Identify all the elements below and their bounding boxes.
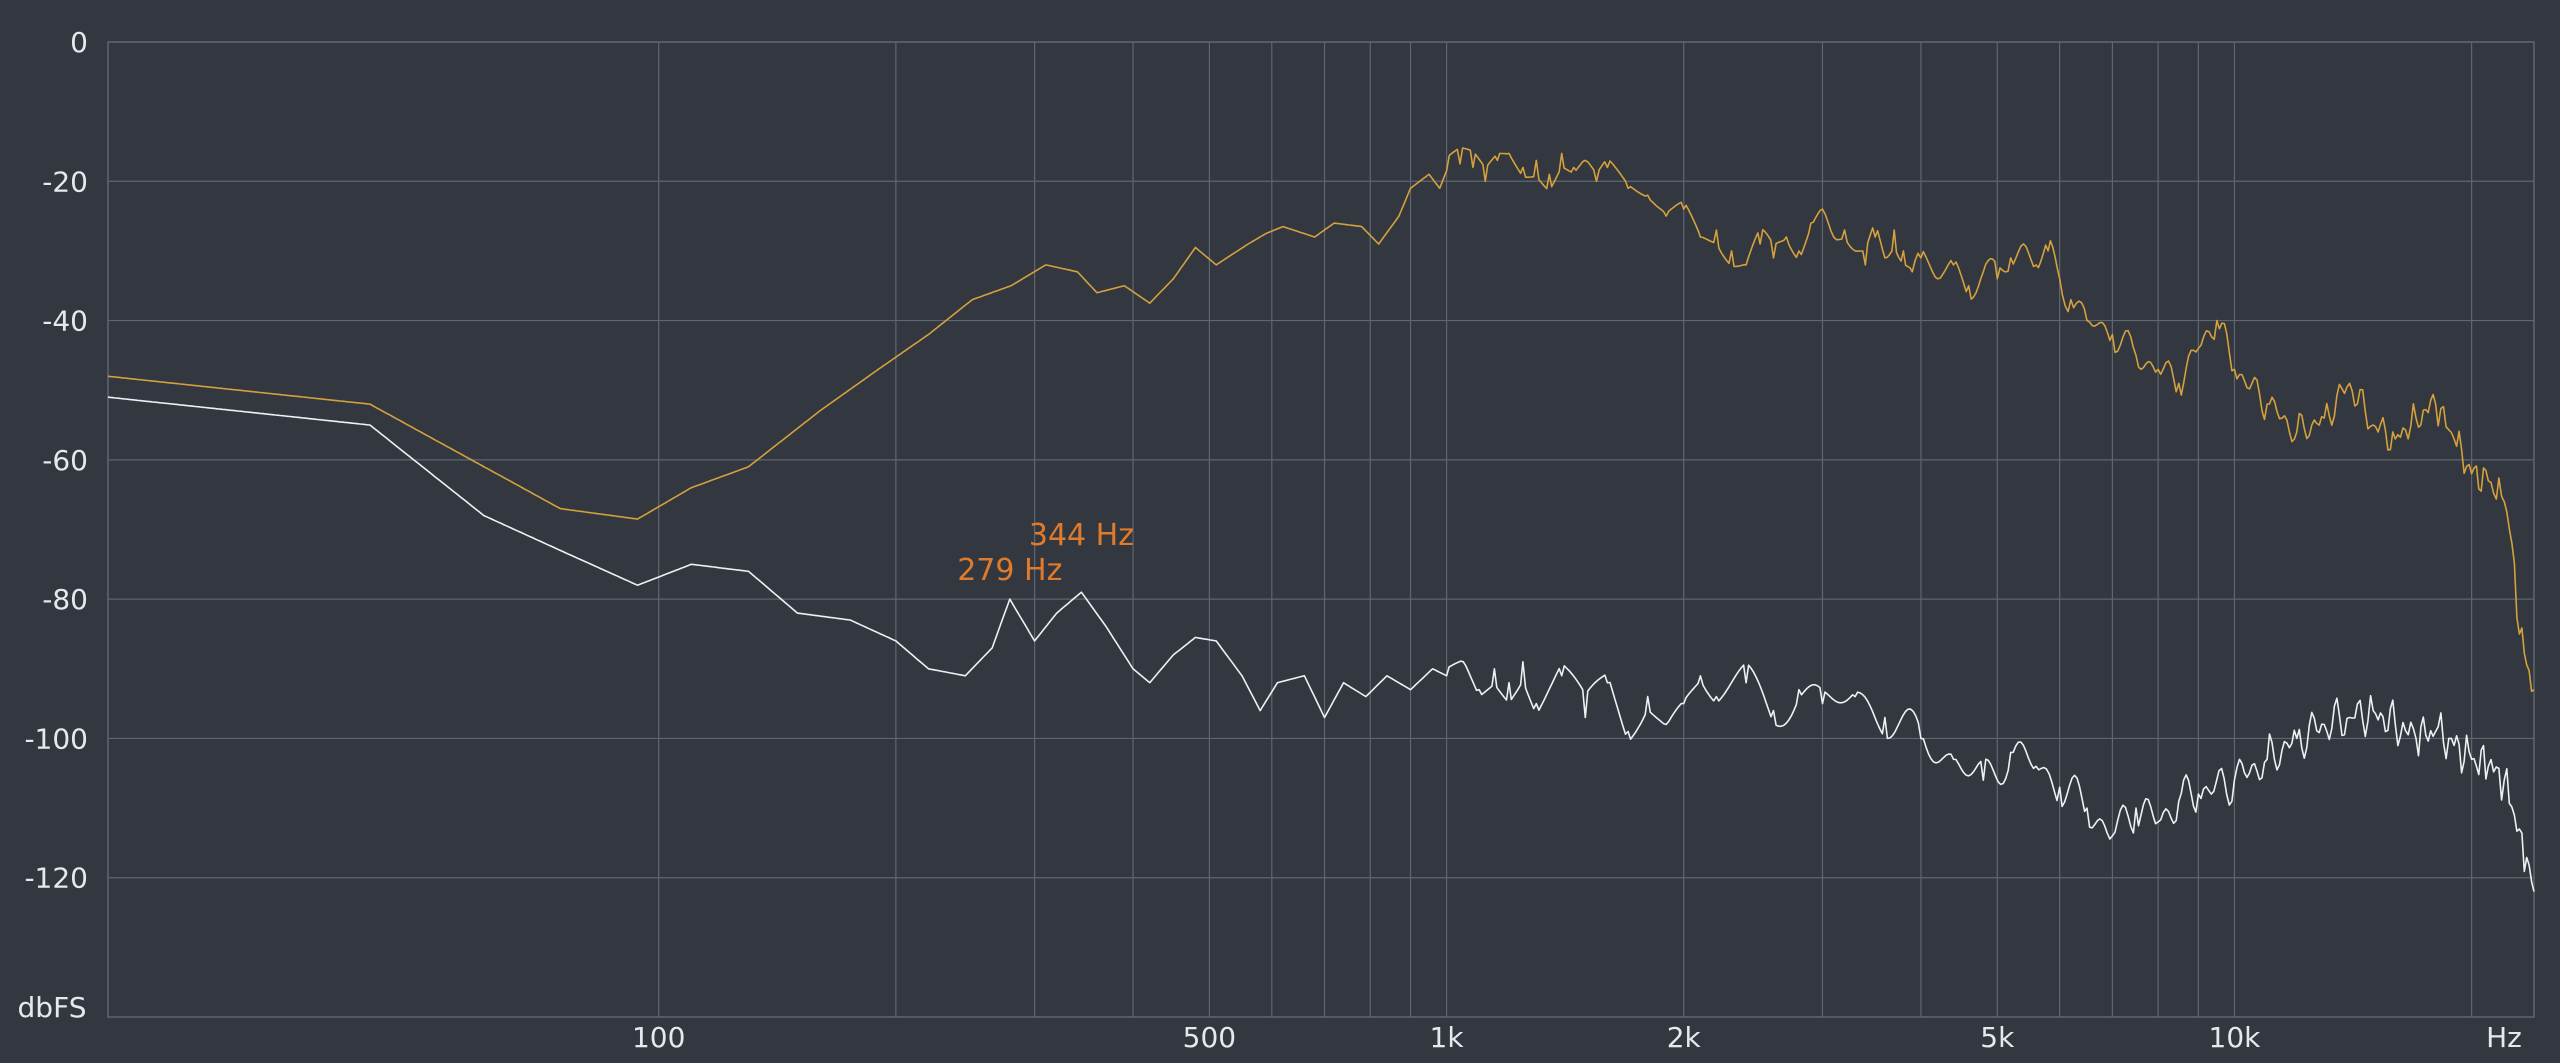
y-tick-label: -40 [42,305,88,338]
x-tick-label: 1k [1430,1021,1465,1054]
x-tick-label: 100 [632,1021,685,1054]
y-tick-label: -100 [24,722,88,755]
x-tick-label: 2k [1667,1021,1702,1054]
peak-label: 344 Hz [1029,518,1134,553]
y-tick-label: -60 [42,444,88,477]
y-axis-labels: 0 -20 -40 -60 -80 -100 -120 [24,26,88,895]
peak-label: 279 Hz [957,553,1062,588]
spectrum-series [107,147,2535,892]
y-axis-unit-label: dbFS [18,991,87,1024]
x-axis-unit-label: Hz [2486,1021,2522,1054]
series-line-gold [107,147,2535,693]
x-tick-label: 500 [1183,1021,1236,1054]
y-tick-label: 0 [70,26,88,59]
x-axis-labels: 100 500 1k 2k 5k 10k [632,1021,2261,1054]
y-tick-label: -80 [42,583,88,616]
x-tick-label: 5k [1980,1021,2015,1054]
series-line-white [107,396,2535,892]
y-tick-label: -20 [42,165,88,198]
chart-grid [107,41,2535,1018]
y-tick-label: -120 [24,862,88,895]
x-tick-label: 10k [2209,1021,2262,1054]
